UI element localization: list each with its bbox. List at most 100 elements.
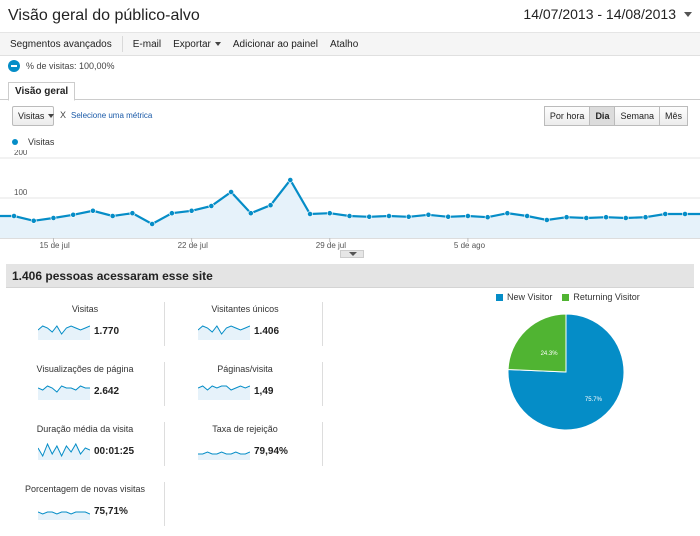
chevron-down-icon [684, 11, 692, 17]
sparkline-area [198, 386, 250, 400]
data-point[interactable] [425, 211, 432, 218]
data-point[interactable] [109, 213, 116, 219]
export-label: Exportar [173, 38, 211, 50]
data-point[interactable] [484, 214, 491, 221]
data-point[interactable] [642, 214, 649, 221]
y-tick-label: 200 [14, 150, 28, 157]
data-point[interactable] [149, 221, 156, 227]
period-month-button[interactable]: Mês [658, 106, 688, 126]
data-point[interactable] [583, 215, 590, 221]
sparkline-area [38, 386, 90, 400]
data-point[interactable] [524, 213, 531, 219]
segment-indicator[interactable]: % de visitas: 100,00% [8, 60, 115, 72]
period-day-button[interactable]: Dia [589, 106, 616, 126]
metric-bounce-rate[interactable]: Taxa de rejeição 79,94% [166, 416, 324, 476]
sparkline-chart [38, 385, 90, 400]
metric-pageviews[interactable]: Visualizações de página 2.642 [6, 356, 164, 416]
sparkline-chart [38, 442, 90, 460]
data-point[interactable] [622, 215, 629, 221]
x-tick-label: 15 de jul [39, 241, 69, 250]
x-tick-label: 29 de jul [316, 241, 346, 250]
sparkline-area [38, 512, 90, 520]
metric-pages-per-visit[interactable]: Páginas/visita 1,49 [166, 356, 324, 416]
data-point[interactable] [465, 213, 471, 219]
data-point[interactable] [228, 189, 234, 195]
data-point[interactable] [247, 210, 254, 217]
data-point[interactable] [129, 210, 136, 217]
sparkline-chart [38, 511, 90, 520]
period-toggle: Por hora Dia Semana Mês [543, 106, 688, 126]
period-hourly-button[interactable]: Por hora [543, 106, 591, 126]
metric-select[interactable]: Visitas [12, 106, 55, 126]
data-point[interactable] [445, 213, 452, 220]
sparkline-line [198, 451, 250, 455]
data-point[interactable] [543, 217, 550, 223]
legend-swatch [562, 293, 570, 301]
data-point[interactable] [366, 213, 373, 220]
pie-legend: New Visitor Returning Visitor [496, 292, 640, 302]
metric-divider [164, 482, 165, 526]
x-tick-label: 22 de jul [178, 241, 208, 250]
x-tick-label: 5 de ago [454, 241, 486, 250]
segment-label: % de visitas: 100,00% [26, 61, 115, 71]
pie-slice-label: 24.3% [541, 351, 559, 357]
legend-swatch [496, 293, 503, 301]
data-point[interactable] [208, 203, 215, 209]
remove-metric-button[interactable]: X [60, 110, 67, 120]
metrics-grid: Visitas 1.770 Visitantes únicos 1.406 Visual… [6, 296, 336, 530]
chart-expand-handle[interactable] [340, 250, 364, 258]
report-header: Visão geral do público-alvo 14/07/2013 -… [0, 0, 700, 32]
sparkline-line [38, 325, 90, 335]
visits-line-chart[interactable]: 200 100 15 de jul 22 de jul 29 de jul 5 de ag… [0, 150, 700, 250]
data-point[interactable] [682, 211, 688, 217]
data-point[interactable] [90, 207, 96, 214]
data-point[interactable] [662, 211, 669, 217]
metric-label: Páginas/visita [217, 364, 273, 374]
email-button[interactable]: E-mail [132, 38, 162, 50]
visitor-type-pie-chart[interactable]: 75.7% 24.3% [506, 312, 626, 432]
pie-slice[interactable] [507, 313, 625, 431]
data-point[interactable] [307, 211, 313, 217]
pie-legend-item-returning[interactable]: Returning Visitor [562, 292, 640, 302]
data-point[interactable] [70, 211, 77, 218]
data-point[interactable] [405, 213, 412, 220]
sparkline-area [198, 326, 250, 340]
data-point[interactable] [326, 210, 333, 217]
metric-value: 1,49 [254, 386, 274, 397]
data-point[interactable] [603, 214, 609, 221]
data-point[interactable] [11, 213, 17, 219]
metric-value: 2.642 [94, 386, 120, 397]
data-point[interactable] [563, 214, 570, 221]
sparkline-chart [198, 325, 250, 340]
sparkline-line [198, 325, 250, 335]
data-point[interactable] [386, 213, 392, 219]
metric-avg-visit-duration[interactable]: Duração média da visita 00:01:25 [6, 416, 164, 476]
advanced-segments-button[interactable]: Segmentos avançados [10, 38, 112, 50]
tab-overview[interactable]: Visão geral [8, 82, 76, 101]
data-point[interactable] [50, 215, 57, 221]
data-point[interactable] [287, 177, 294, 183]
metric-value: 1.406 [254, 326, 280, 337]
data-point[interactable] [168, 210, 175, 217]
metric-visits[interactable]: Visitas 1.770 [6, 296, 164, 356]
shortcut-button[interactable]: Atalho [329, 38, 359, 50]
metric-unique-visitors[interactable]: Visitantes únicos 1.406 [166, 296, 324, 356]
metric-label: Taxa de rejeição [212, 424, 278, 434]
select-metric-link[interactable]: Selecione uma métrica [71, 111, 153, 120]
pie-legend-label: New Visitor [507, 292, 553, 302]
data-point[interactable] [346, 213, 353, 219]
add-to-dashboard-button[interactable]: Adicionar ao painel [232, 38, 318, 50]
data-point[interactable] [188, 207, 195, 214]
metric-divider [164, 362, 165, 406]
pie-legend-item-new[interactable]: New Visitor [496, 292, 552, 302]
metric-new-visits-percentage[interactable]: Porcentagem de novas visitas 75,71% [6, 476, 164, 536]
export-button[interactable]: Exportar [167, 39, 227, 50]
metric-value: 79,94% [254, 446, 288, 457]
data-point[interactable] [267, 202, 274, 209]
pie-slice[interactable] [507, 313, 567, 373]
period-week-button[interactable]: Semana [614, 106, 660, 126]
data-point[interactable] [30, 217, 37, 224]
date-range-picker[interactable]: 14/07/2013 - 14/08/2013 [523, 6, 692, 22]
data-point[interactable] [504, 210, 511, 217]
sparkline-chart [198, 385, 250, 400]
